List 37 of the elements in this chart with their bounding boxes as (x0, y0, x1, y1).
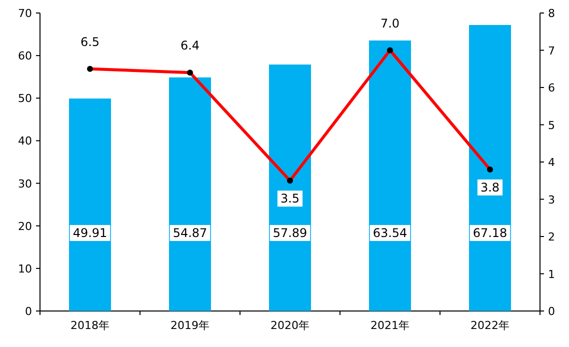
data-label: 63.54 (372, 226, 408, 240)
y-tick-label: 70 (18, 7, 32, 20)
y-tick-label: 20 (18, 220, 32, 233)
y-tick-label: 60 (18, 50, 32, 63)
data-label: 6.5 (80, 34, 100, 49)
data-label: 67.18 (472, 226, 508, 240)
y-tick-label: 40 (18, 134, 32, 148)
x-tick-label: 2022年 (470, 319, 510, 332)
y2-tick-label: 8 (548, 7, 555, 20)
x-tick-label: 2019年 (170, 319, 210, 332)
data-label: 57.89 (272, 226, 308, 240)
y2-tick-label: 6 (548, 82, 555, 94)
y2-tick-label: 1 (548, 268, 555, 281)
y2-tick-label: 5 (548, 118, 555, 132)
y-tick-label: 0 (25, 305, 32, 318)
x-tick-label: 2020年 (270, 319, 310, 332)
data-label: 49.91 (72, 226, 108, 240)
bar (469, 25, 511, 311)
y2-tick-label: 7 (548, 44, 555, 58)
y-tick-label: 10 (18, 262, 32, 276)
data-label: 3.8 (480, 180, 500, 194)
y-tick-label: 50 (18, 92, 32, 106)
y2-tick-label: 0 (548, 305, 555, 318)
bar (369, 40, 411, 311)
data-label: 3.5 (280, 192, 300, 206)
x-tick-label: 2018年 (70, 319, 110, 332)
y2-tick-label: 2 (548, 230, 555, 244)
x-tick-label: 2021年 (370, 319, 410, 332)
bar (69, 98, 111, 311)
data-label: 54.87 (172, 226, 208, 240)
bar (269, 64, 311, 311)
data-label: 7.0 (380, 16, 400, 30)
y2-tick-label: 3 (548, 193, 555, 206)
y2-tick-label: 4 (548, 156, 555, 169)
bar (169, 77, 211, 311)
y-tick-label: 30 (18, 177, 32, 190)
data-label: 6.4 (180, 38, 200, 53)
